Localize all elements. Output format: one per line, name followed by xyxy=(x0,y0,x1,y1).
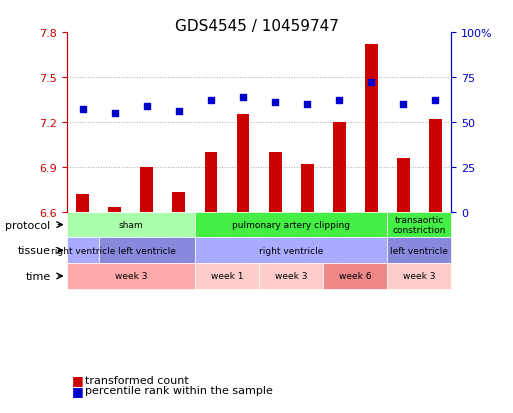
Text: protocol: protocol xyxy=(6,220,51,230)
FancyBboxPatch shape xyxy=(387,263,451,289)
Bar xyxy=(269,152,282,212)
FancyBboxPatch shape xyxy=(67,263,195,289)
Bar xyxy=(301,164,313,212)
Bar xyxy=(172,193,185,212)
Text: week 6: week 6 xyxy=(339,272,371,281)
Text: ■: ■ xyxy=(72,373,84,387)
Point xyxy=(239,94,247,101)
Text: time: time xyxy=(26,271,51,281)
Text: left ventricle: left ventricle xyxy=(390,246,448,255)
FancyBboxPatch shape xyxy=(195,238,387,263)
Bar xyxy=(333,123,346,212)
FancyBboxPatch shape xyxy=(259,263,323,289)
Text: sham: sham xyxy=(119,221,143,230)
Text: transformed count: transformed count xyxy=(85,375,188,385)
Text: pulmonary artery clipping: pulmonary artery clipping xyxy=(232,221,350,230)
FancyBboxPatch shape xyxy=(323,263,387,289)
Text: week 1: week 1 xyxy=(211,272,243,281)
FancyBboxPatch shape xyxy=(67,212,195,238)
Text: transaortic
constriction: transaortic constriction xyxy=(392,216,446,235)
Bar xyxy=(365,45,378,212)
Text: GDS4545 / 10459747: GDS4545 / 10459747 xyxy=(174,19,339,33)
Point xyxy=(399,102,407,108)
Bar xyxy=(429,120,442,212)
FancyBboxPatch shape xyxy=(98,238,195,263)
FancyBboxPatch shape xyxy=(195,263,259,289)
Bar xyxy=(205,152,218,212)
Text: right ventricle: right ventricle xyxy=(259,246,323,255)
Point xyxy=(175,109,183,115)
Point xyxy=(303,102,311,108)
Point xyxy=(335,98,343,104)
Text: percentile rank within the sample: percentile rank within the sample xyxy=(85,385,272,395)
Text: right ventricle: right ventricle xyxy=(51,246,115,255)
Text: week 3: week 3 xyxy=(403,272,436,281)
FancyBboxPatch shape xyxy=(195,212,387,238)
Text: left ventricle: left ventricle xyxy=(118,246,176,255)
FancyBboxPatch shape xyxy=(67,238,98,263)
Text: ■: ■ xyxy=(72,384,84,397)
Text: week 3: week 3 xyxy=(275,272,307,281)
Point xyxy=(367,80,376,87)
FancyBboxPatch shape xyxy=(387,238,451,263)
Text: tissue: tissue xyxy=(17,246,51,256)
Point xyxy=(111,110,119,117)
Bar xyxy=(397,159,410,212)
Bar xyxy=(141,167,153,212)
FancyBboxPatch shape xyxy=(387,212,451,238)
Point xyxy=(207,98,215,104)
Point xyxy=(271,100,279,106)
Point xyxy=(431,98,440,104)
Bar xyxy=(236,115,249,212)
Bar xyxy=(76,195,89,212)
Point xyxy=(78,107,87,114)
Point xyxy=(143,103,151,110)
Text: week 3: week 3 xyxy=(114,272,147,281)
Bar xyxy=(108,208,121,212)
